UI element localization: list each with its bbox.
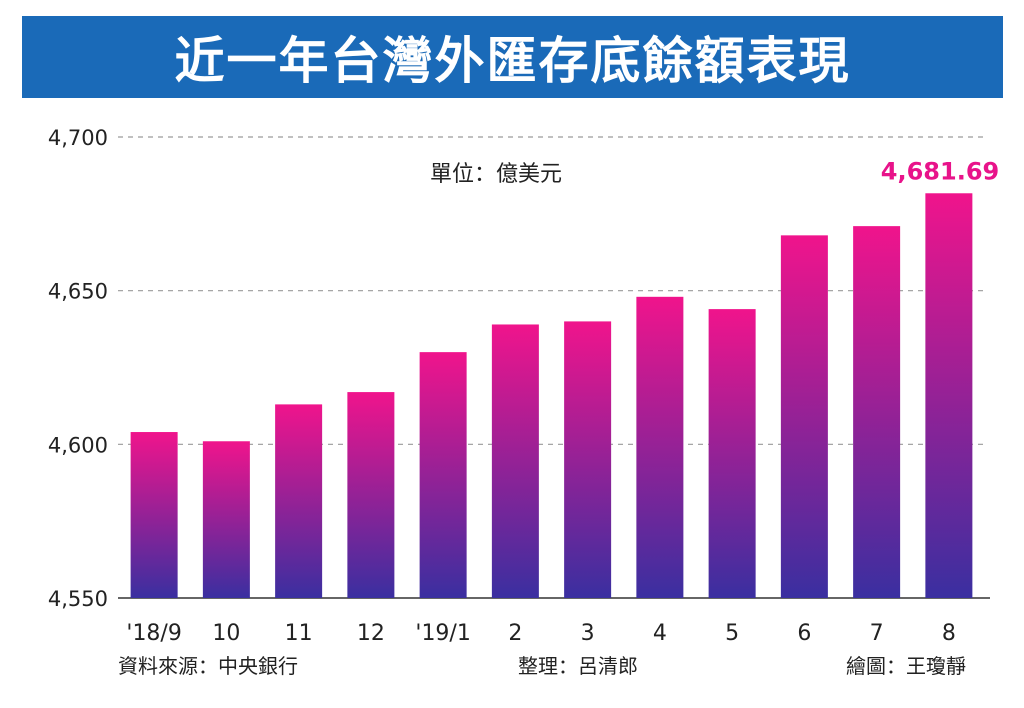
bar <box>347 392 395 598</box>
x-tick-label: 6 <box>797 621 811 646</box>
bar <box>780 235 828 598</box>
compiled-by-note: 整理：呂清郎 <box>518 654 638 678</box>
x-tick-label: 12 <box>357 621 385 646</box>
bar <box>202 441 250 598</box>
bar <box>853 226 901 599</box>
bar <box>275 404 323 598</box>
y-tick-label: 4,650 <box>48 280 108 304</box>
bars <box>130 193 973 599</box>
source-note: 資料來源：中央銀行 <box>118 654 298 678</box>
x-tick-label: 11 <box>285 621 313 646</box>
y-axis: 4,550 4,600 4,650 4,700 <box>48 126 990 611</box>
bar <box>708 309 756 598</box>
x-tick-label: 4 <box>653 621 667 646</box>
grid-lines <box>118 136 985 445</box>
y-tick-label: 4,700 <box>48 126 108 150</box>
x-tick-label: 3 <box>581 621 595 646</box>
x-axis-labels: '18/9 10 11 12 '19/1 2 3 4 5 6 7 8 <box>126 621 955 646</box>
bar <box>491 324 539 598</box>
bar <box>130 432 178 598</box>
y-tick-label: 4,600 <box>48 433 108 457</box>
y-tick-label: 4,550 <box>48 587 108 611</box>
unit-note: 單位：億美元 <box>430 162 563 187</box>
x-tick-label: '18/9 <box>126 621 181 646</box>
illustrated-by-note: 繪圖：王瓊靜 <box>846 654 966 678</box>
title-banner: 近一年台灣外匯存底餘額表現 <box>22 16 1003 98</box>
bar <box>564 321 612 598</box>
chart-title: 近一年台灣外匯存底餘額表現 <box>174 32 851 90</box>
bar <box>925 193 973 598</box>
data-label: 4,681.69 <box>881 157 999 185</box>
x-tick-label: 5 <box>725 621 739 646</box>
x-tick-label: 7 <box>870 621 884 646</box>
x-tick-label: 10 <box>212 621 240 646</box>
bar <box>419 352 467 598</box>
x-tick-label: '19/1 <box>415 621 470 646</box>
data-labels: 4,681.69 <box>881 157 999 185</box>
x-tick-label: 2 <box>508 621 522 646</box>
x-tick-label: 8 <box>942 621 956 646</box>
bar <box>636 296 684 598</box>
